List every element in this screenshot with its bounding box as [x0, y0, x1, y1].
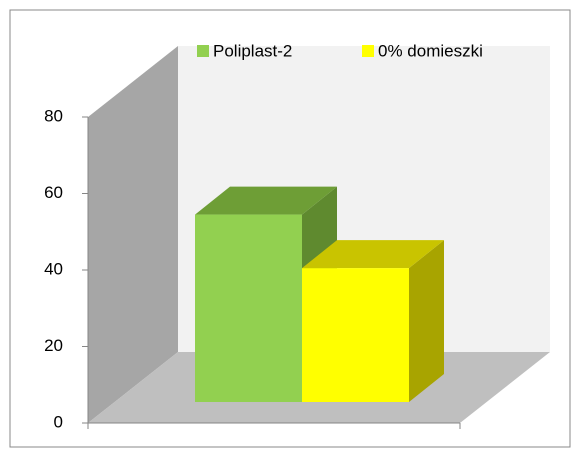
bar-top [195, 186, 337, 215]
bar-side [409, 240, 444, 402]
legend-label: Poliplast-2 [213, 41, 292, 60]
y-tick-label: 20 [44, 336, 63, 355]
bar [302, 268, 409, 402]
bar-top [302, 240, 444, 269]
legend-swatch [362, 45, 374, 57]
legend-swatch [197, 45, 209, 57]
side-wall [88, 46, 178, 423]
y-tick-label: 80 [44, 106, 63, 125]
y-tick-label: 40 [44, 259, 63, 278]
legend-label: 0% domieszki [378, 41, 483, 60]
y-tick-label: 0 [54, 412, 63, 431]
y-tick-label: 60 [44, 183, 63, 202]
bar [195, 214, 302, 402]
